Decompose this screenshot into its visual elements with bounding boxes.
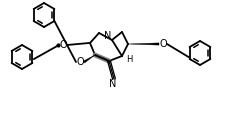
Text: O: O [76,57,83,67]
Polygon shape [83,55,95,63]
Text: O: O [59,40,66,50]
Text: N: N [104,31,111,41]
Text: H: H [125,55,132,64]
Polygon shape [128,43,158,45]
Text: O: O [158,39,166,49]
Text: N: N [109,79,116,89]
